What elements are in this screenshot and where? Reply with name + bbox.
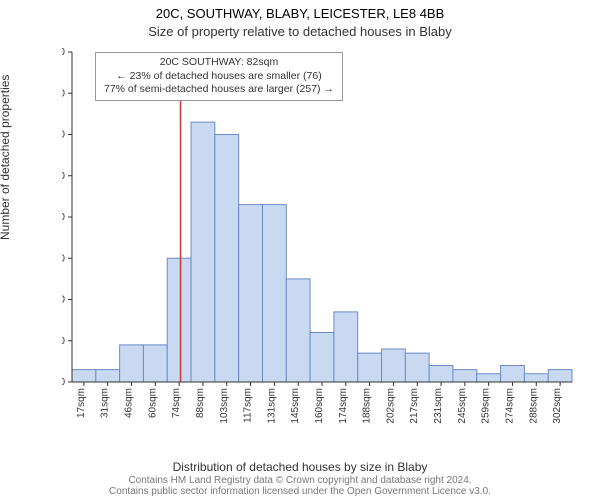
svg-text:74sqm: 74sqm (171, 388, 182, 418)
svg-text:274sqm: 274sqm (504, 388, 515, 424)
svg-text:88sqm: 88sqm (195, 388, 206, 418)
svg-text:60: 60 (62, 130, 65, 141)
annotation-line2: ← 23% of detached houses are smaller (76… (104, 70, 334, 84)
svg-text:288sqm: 288sqm (528, 388, 539, 424)
svg-text:80: 80 (62, 47, 65, 58)
chart-figure: 20C, SOUTHWAY, BLABY, LEICESTER, LE8 4BB… (0, 0, 600, 500)
svg-text:31sqm: 31sqm (100, 388, 111, 418)
svg-text:188sqm: 188sqm (362, 388, 373, 424)
x-axis-label: Distribution of detached houses by size … (0, 460, 600, 474)
svg-text:259sqm: 259sqm (481, 388, 492, 424)
annotation-line3: 77% of semi-detached houses are larger (… (104, 83, 334, 97)
footer-line2: Contains public sector information licen… (0, 486, 600, 497)
svg-text:160sqm: 160sqm (314, 388, 325, 424)
svg-text:231sqm: 231sqm (433, 388, 444, 424)
footer-line1: Contains HM Land Registry data © Crown c… (0, 475, 600, 486)
svg-text:131sqm: 131sqm (266, 388, 277, 424)
svg-text:20: 20 (62, 295, 65, 306)
svg-text:46sqm: 46sqm (124, 388, 135, 418)
svg-text:60sqm: 60sqm (147, 388, 158, 418)
svg-text:70: 70 (62, 88, 65, 99)
svg-text:50: 50 (62, 171, 65, 182)
svg-text:302sqm: 302sqm (552, 388, 563, 424)
svg-text:145sqm: 145sqm (290, 388, 301, 424)
annotation-box: 20C SOUTHWAY: 82sqm ← 23% of detached ho… (95, 52, 343, 101)
svg-text:217sqm: 217sqm (409, 388, 420, 424)
chart-svg: 0 10 20 30 40 50 60 70 80 17sqm 31sqm 46sqm 60sqm 74s… (62, 46, 582, 436)
svg-text:0: 0 (62, 377, 65, 388)
chart-title: 20C, SOUTHWAY, BLABY, LEICESTER, LE8 4BB (0, 6, 600, 21)
footer-text: Contains HM Land Registry data © Crown c… (0, 475, 600, 497)
chart-subtitle: Size of property relative to detached ho… (0, 24, 600, 39)
svg-text:117sqm: 117sqm (243, 388, 254, 423)
svg-text:103sqm: 103sqm (219, 388, 230, 424)
svg-text:202sqm: 202sqm (385, 388, 396, 424)
svg-text:174sqm: 174sqm (338, 388, 349, 424)
svg-text:30: 30 (62, 253, 65, 264)
svg-text:17sqm: 17sqm (76, 388, 87, 418)
annotation-line1: 20C SOUTHWAY: 82sqm (104, 56, 334, 70)
svg-text:10: 10 (62, 336, 65, 347)
y-axis-label: Number of detached properties (0, 75, 12, 240)
svg-text:245sqm: 245sqm (457, 388, 468, 424)
svg-text:40: 40 (62, 212, 65, 223)
plot-area: 0 10 20 30 40 50 60 70 80 17sqm 31sqm 46sqm 60sqm 74s… (62, 46, 582, 436)
